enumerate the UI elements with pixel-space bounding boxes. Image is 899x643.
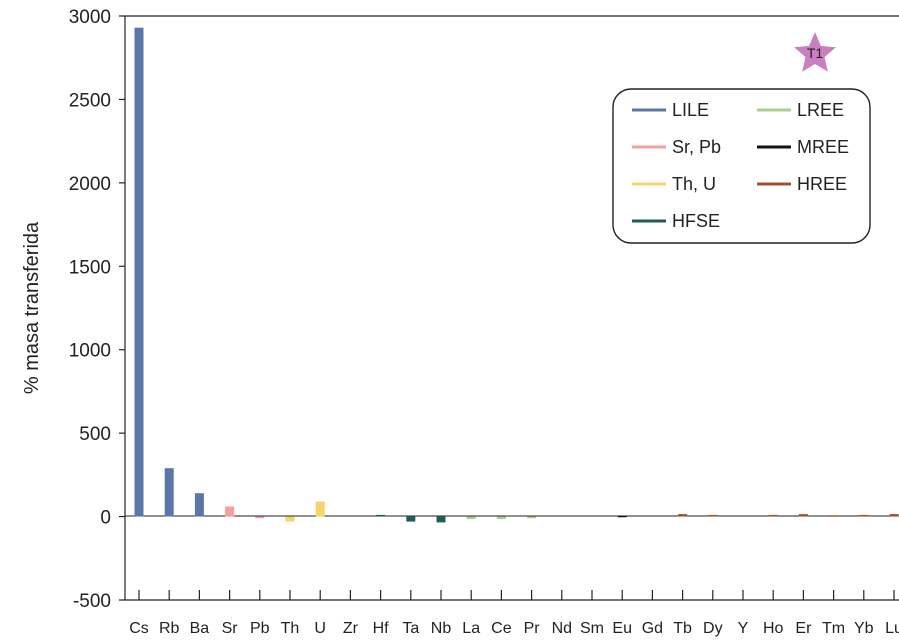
y-tick-label: 1500	[69, 257, 111, 278]
bars	[134, 27, 899, 523]
x-tick-label: Y	[738, 620, 749, 637]
x-tick-label: Nd	[552, 620, 572, 637]
x-ticks: Cs Rb Ba Sr Pb Th U Zr Hf Ta Nb La Ce Pr Nd Sm Eu Gd Tb Dy Y…	[129, 590, 899, 637]
legend-label: HFSE	[672, 211, 720, 231]
legend-label: Sr, Pb	[672, 137, 721, 157]
x-tick-label: Th	[281, 620, 300, 637]
x-tick-label: Nb	[431, 620, 452, 637]
x-tick-label: Er	[795, 620, 812, 637]
legend-label: HREE	[797, 174, 847, 194]
bar-Nb	[436, 516, 446, 523]
bar-Lu	[889, 514, 899, 517]
legend: LILE LREE Sr, Pb MREE Th, U HREE HFSE	[612, 88, 871, 244]
x-tick-label: Pr	[524, 620, 541, 637]
y-tick-label: 1000	[69, 341, 111, 362]
y-axis-label: % masa transferida	[21, 221, 43, 394]
x-tick-label: Rb	[159, 620, 180, 637]
x-tick-label: Ta	[402, 620, 419, 637]
bar-U	[315, 501, 325, 517]
x-tick-label: Tb	[673, 620, 692, 637]
bar-Cs	[134, 27, 144, 517]
y-ticks: -500 0 500 1000 1500 2000 2500 3000	[69, 7, 125, 612]
bar-Ho	[768, 514, 778, 517]
bar-Dy	[708, 514, 718, 517]
x-tick-label: Sm	[580, 620, 604, 637]
series-badge: T1	[794, 32, 836, 72]
bar-Hf	[376, 514, 386, 517]
x-tick-label: Tm	[822, 620, 845, 637]
star-icon	[794, 32, 836, 72]
x-tick-label: Gd	[642, 620, 663, 637]
x-tick-label: La	[462, 620, 480, 637]
y-tick-label: 2000	[69, 174, 111, 195]
bar-Ta	[406, 516, 416, 522]
x-tick-label: Sr	[222, 620, 239, 637]
legend-label: Th, U	[672, 174, 716, 194]
x-tick-label: Eu	[612, 620, 632, 637]
series-badge-label: T1	[807, 45, 824, 61]
x-tick-label: Hf	[373, 620, 390, 637]
y-tick-label: -500	[73, 591, 111, 612]
x-tick-label: Pb	[250, 620, 270, 637]
x-tick-label: U	[314, 620, 326, 637]
legend-label: LREE	[797, 100, 844, 120]
x-tick-label: Lu	[885, 620, 899, 637]
x-tick-label: Cs	[129, 620, 149, 637]
x-tick-label: Dy	[703, 620, 723, 637]
bar-Pb	[255, 516, 265, 519]
x-tick-label: Ho	[763, 620, 784, 637]
x-tick-label: Ce	[491, 620, 512, 637]
bar-Pr	[527, 516, 537, 519]
bar-Ce	[496, 516, 506, 520]
y-tick-label: 0	[100, 508, 111, 529]
legend-label: LILE	[672, 100, 709, 120]
bar-Th	[285, 516, 295, 522]
bar-Sr	[225, 506, 235, 517]
bar-Rb	[164, 468, 174, 517]
bar-Ba	[194, 493, 204, 517]
legend-box	[612, 88, 871, 244]
y-tick-label: 2500	[69, 90, 111, 111]
bar-Er	[798, 514, 808, 517]
bar-Yb	[859, 514, 869, 517]
x-tick-label: Zr	[343, 620, 359, 637]
legend-label: MREE	[797, 137, 849, 157]
bar-Eu	[617, 515, 627, 518]
y-tick-label: 3000	[69, 7, 111, 28]
bar-Tb	[678, 514, 688, 517]
x-tick-label: Yb	[854, 620, 874, 637]
bar-La	[466, 516, 476, 520]
x-tick-label: Ba	[190, 620, 210, 637]
bar-Tm	[829, 515, 839, 517]
y-tick-label: 500	[79, 424, 111, 445]
